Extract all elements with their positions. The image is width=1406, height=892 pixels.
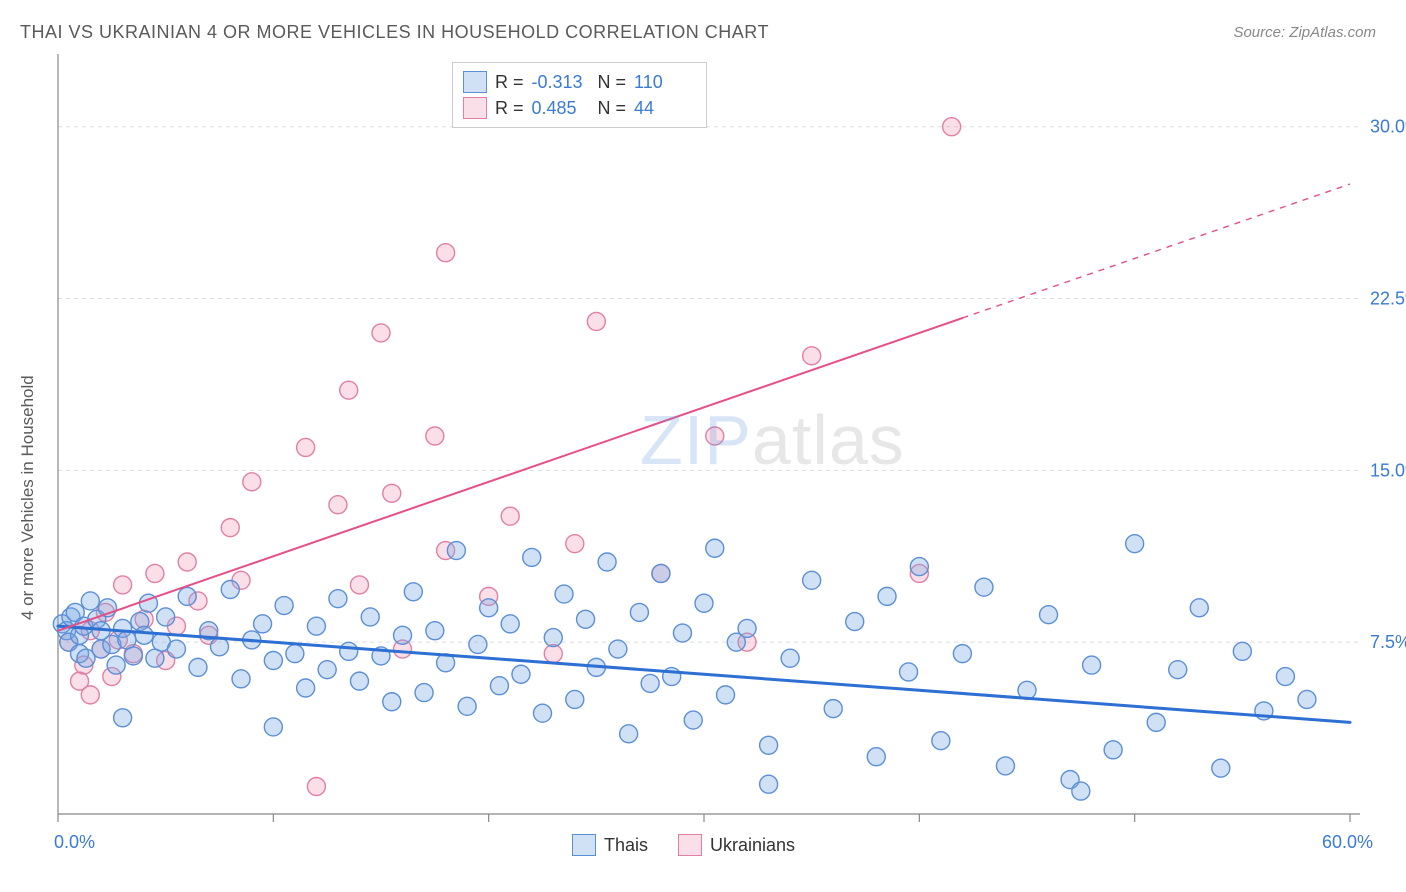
legend-r-value: -0.313	[532, 72, 590, 93]
svg-text:22.5%: 22.5%	[1370, 289, 1406, 309]
x-tick-min: 0.0%	[54, 832, 95, 853]
legend-series-label: Ukrainians	[710, 835, 795, 856]
svg-text:30.0%: 30.0%	[1370, 117, 1406, 137]
x-tick-max: 60.0%	[1322, 832, 1373, 853]
legend-swatch	[463, 97, 487, 119]
series-legend: Thais Ukrainians	[572, 834, 795, 856]
svg-text:7.5%: 7.5%	[1370, 632, 1406, 652]
svg-text:15.0%: 15.0%	[1370, 460, 1406, 480]
legend-n-value: 44	[634, 98, 692, 119]
scatter-plot: 7.5% 15.0% 22.5% 30.0%	[0, 0, 1406, 892]
legend-swatch	[463, 71, 487, 93]
legend-stat-row: R = 0.485 N = 44	[463, 95, 692, 121]
legend-stat-row: R = -0.313 N = 110	[463, 69, 692, 95]
legend-series-label: Thais	[604, 835, 648, 856]
legend-r-label: R =	[495, 72, 524, 93]
legend-r-value: 0.485	[532, 98, 590, 119]
legend-r-label: R =	[495, 98, 524, 119]
legend-swatch	[678, 834, 702, 856]
legend-n-value: 110	[634, 72, 692, 93]
legend-n-label: N =	[598, 98, 627, 119]
legend-series-item: Thais	[572, 834, 648, 856]
legend-swatch	[572, 834, 596, 856]
legend-series-item: Ukrainians	[678, 834, 795, 856]
legend-n-label: N =	[598, 72, 627, 93]
correlation-legend: R = -0.313 N = 110 R = 0.485 N = 44	[452, 62, 707, 128]
